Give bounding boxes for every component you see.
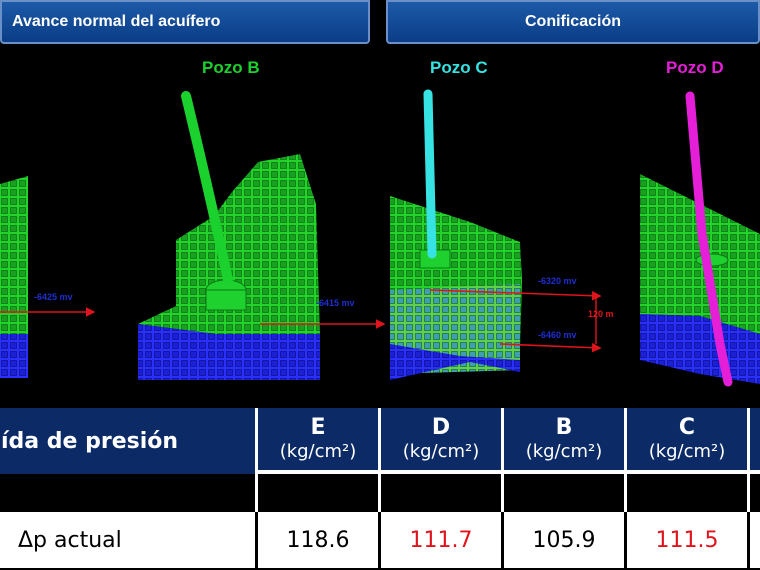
column-unit: (kg/cm²) (525, 441, 603, 462)
cell-cut (750, 512, 760, 568)
blank-cell (750, 474, 760, 512)
cell-d: 111.7 (381, 512, 504, 568)
arrow-a3 (429, 289, 602, 301)
pressure-table: ída de presión E (kg/cm²) D (kg/cm²) B (… (0, 408, 760, 568)
table-blank-row (0, 474, 760, 512)
blank-cell (504, 474, 627, 512)
label-a2: -6415 mv (316, 298, 355, 308)
column-unit: (kg/cm²) (648, 441, 726, 462)
well-b-label: Pozo B (202, 58, 260, 77)
reservoir-scene: -6425 mv Pozo B -6415 mv Pozo C -6320 mv… (0, 58, 760, 387)
well-b-tube (181, 91, 233, 285)
column-header-e: E (kg/cm²) (258, 408, 381, 474)
column-header-cut (750, 408, 760, 474)
label-a4: -6460 mv (538, 330, 577, 340)
column-unit: (kg/cm²) (279, 441, 357, 462)
column-header-d: D (kg/cm²) (381, 408, 504, 474)
column-letter: C (678, 415, 696, 440)
reservoir-block-e (0, 176, 28, 378)
arrow-a4 (499, 342, 602, 353)
label-distance: 120 m (588, 309, 614, 319)
reservoir-block-d (640, 174, 760, 384)
blank-cell (381, 474, 504, 512)
table-row-header: ída de presión (0, 408, 258, 474)
column-unit: (kg/cm²) (402, 441, 480, 462)
well-c-tube (423, 89, 437, 259)
blank-cell (0, 474, 258, 512)
well-d-tube (685, 91, 733, 387)
column-letter: B (555, 415, 573, 440)
blank-cell (627, 474, 750, 512)
header-right: Conificación (386, 0, 760, 44)
well-c-label: Pozo C (430, 58, 488, 77)
label-a3: -6320 mv (538, 276, 577, 286)
header-left-title: Avance normal del acuífero (12, 13, 221, 30)
reservoir-block-b (138, 154, 320, 380)
column-letter: D (431, 415, 451, 440)
table-header-row: ída de presión E (kg/cm²) D (kg/cm²) B (… (0, 408, 760, 474)
table-row-dp: Δp actual 118.6 111.7 105.9 111.5 (0, 512, 760, 568)
label-a1: -6425 mv (34, 292, 73, 302)
column-header-c: C (kg/cm²) (627, 408, 750, 474)
header-left: Avance normal del acuífero (0, 0, 370, 44)
column-header-b: B (kg/cm²) (504, 408, 627, 474)
header-right-title: Conificación (524, 13, 621, 30)
cell-c: 111.5 (627, 512, 750, 568)
cell-e: 118.6 (258, 512, 381, 568)
row-label: Δp actual (0, 512, 258, 568)
well-d-label: Pozo D (666, 58, 724, 77)
blank-cell (258, 474, 381, 512)
reservoir-block-c (390, 196, 522, 380)
column-letter: E (310, 415, 326, 440)
cell-b: 105.9 (504, 512, 627, 568)
row-header-text: ída de presión (1, 428, 179, 454)
